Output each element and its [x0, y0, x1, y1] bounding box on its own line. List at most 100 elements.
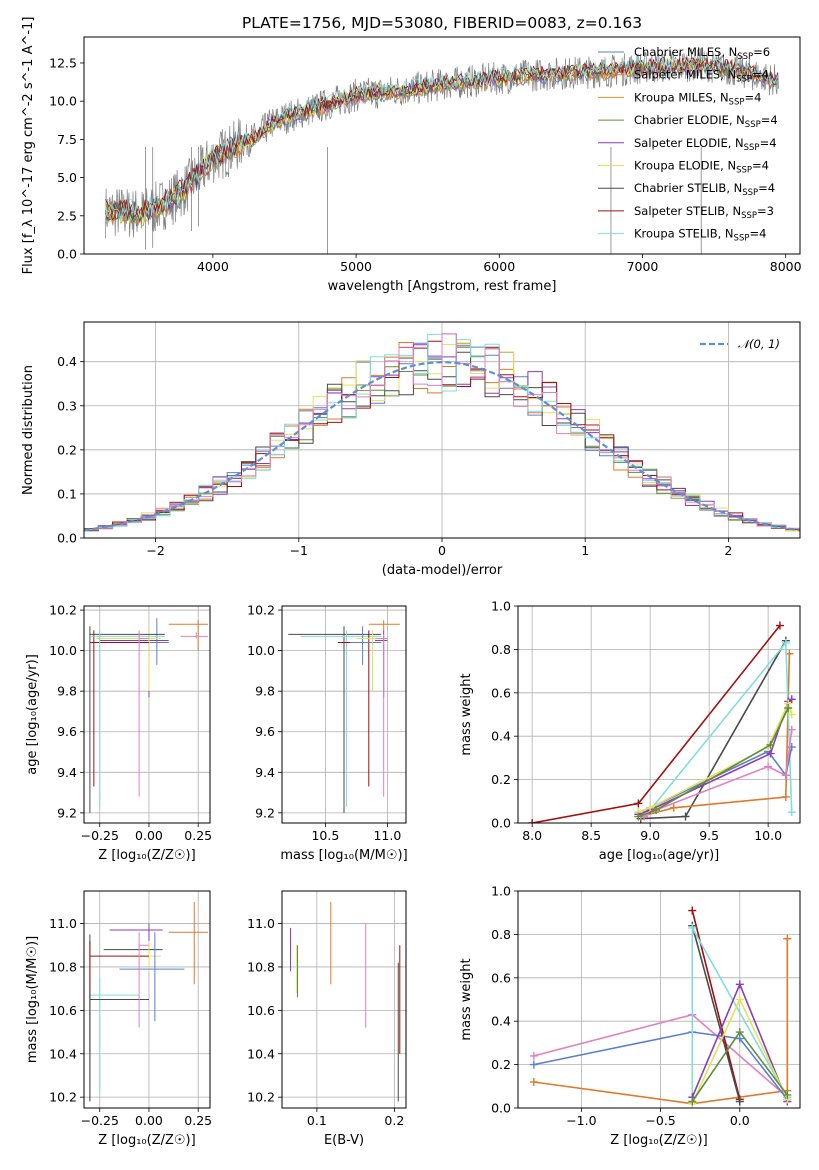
y-tick-label: 10.6	[49, 1003, 77, 1018]
x-axis-label: (data-model)/error	[382, 563, 503, 578]
y-tick-label: 0.3	[57, 398, 77, 413]
weight-lines-area	[528, 621, 796, 823]
x-axis-label: E(B-V)	[324, 1133, 364, 1148]
x-tick-label: 0.0	[730, 1113, 750, 1128]
weight-marker	[783, 1090, 792, 1099]
weight-marker	[775, 621, 784, 630]
histogram-step	[84, 333, 800, 530]
legend-label: Kroupa STELIB, NSSP=4	[634, 227, 766, 244]
x-tick-label: 0.00	[135, 828, 163, 843]
y-tick-label: 10.2	[49, 603, 77, 618]
y-tick-label: 10.4	[49, 1046, 77, 1061]
x-tick-label: 8000	[770, 259, 802, 274]
y-tick-label: 7.5	[57, 132, 77, 147]
y-tick-label: 0.6	[491, 970, 511, 985]
x-axis-label: Z [log₁₀(Z/Z☉)]	[98, 848, 195, 863]
y-tick-label: 0.0	[57, 531, 77, 546]
weight-marker	[681, 812, 690, 821]
x-tick-label: 9.5	[699, 828, 719, 843]
y-tick-label: 9.2	[255, 805, 275, 820]
y-tick-label: 11.0	[247, 916, 275, 931]
errorbar-area	[89, 618, 209, 813]
y-tick-label: 9.8	[255, 684, 275, 699]
weight-marker	[688, 906, 697, 915]
x-tick-label: 2	[724, 543, 732, 558]
x-tick-label: 1	[581, 543, 589, 558]
y-tick-label: 10.2	[247, 1090, 275, 1105]
y-tick-label: 10.8	[247, 959, 275, 974]
x-tick-label: 10.0	[754, 828, 782, 843]
y-tick-label: 0.2	[57, 442, 77, 457]
y-tick-label: 9.8	[57, 684, 77, 699]
weight-marker	[787, 695, 796, 704]
errorbar-area	[290, 901, 401, 1102]
errorbar-area	[89, 901, 209, 1102]
weight-marker	[529, 1060, 538, 1069]
weight-marker	[735, 1097, 744, 1106]
x-tick-label: −2	[146, 543, 164, 558]
mass-vs-metallicity-panel: −0.25 0.00 0.25 10.2 10.4 10.6 10.8 11.0 Z [log₁…	[25, 890, 212, 1148]
y-tick-label: 10.0	[247, 643, 275, 658]
y-tick-label: 0.0	[57, 247, 77, 262]
x-tick-label: −1	[290, 543, 308, 558]
spectrum-plot-area	[105, 48, 779, 254]
x-tick-label: 4000	[197, 259, 229, 274]
weight-marker	[528, 819, 537, 823]
model-spectrum-line	[105, 55, 778, 221]
weight-marker	[764, 762, 773, 771]
mass-vs-extinction-panel: 0.1 0.2 10.2 10.4 10.6 10.8 11.0 E(B-V)	[247, 890, 407, 1148]
legend-label: Chabrier ELODIE, NSSP=4	[634, 113, 778, 130]
legend-label: Salpeter STELIB, NSSP=3	[634, 204, 774, 221]
x-tick-label: 0.25	[184, 1113, 212, 1128]
y-axis-label: Flux [f_λ 10^-17 erg cm^-2 s^-1 A^-1]	[21, 17, 36, 275]
histogram-area	[84, 333, 800, 532]
legend-label: Salpeter MILES, NSSP=4	[634, 68, 769, 85]
y-tick-label: 0.2	[491, 772, 511, 787]
normal-curve	[84, 360, 800, 532]
weight-marker	[688, 923, 697, 932]
y-tick-label: 10.8	[49, 959, 77, 974]
x-tick-label: 5000	[340, 259, 372, 274]
y-tick-label: 0.1	[57, 486, 77, 501]
axes-frame	[517, 890, 801, 1109]
weight-vs-metallicity-panel: −1.0 −0.5 0.0 0.0 0.2 0.4 0.6 0.8 1.0 Z [log₁₀(Z/…	[459, 884, 801, 1148]
x-tick-label: 7000	[627, 259, 659, 274]
y-tick-label: 9.4	[57, 765, 77, 780]
weight-marker	[529, 1077, 538, 1086]
weight-marker	[783, 934, 792, 943]
y-axis-label: age [log₁₀(age/yr)]	[25, 654, 40, 775]
axes-frame	[83, 890, 211, 1109]
x-tick-label: −0.25	[81, 1113, 119, 1128]
weight-marker	[529, 1051, 538, 1060]
figure-title: PLATE=1756, MJD=53080, FIBERID=0083, z=0…	[242, 14, 642, 32]
y-tick-label: 0.0	[491, 1101, 511, 1116]
weight-marker	[787, 710, 796, 719]
x-tick-label: 11.0	[373, 828, 401, 843]
x-tick-label: 0.1	[307, 1113, 327, 1128]
axes-frame	[281, 890, 407, 1109]
y-tick-label: 0.2	[491, 1057, 511, 1072]
x-tick-label: 0.00	[135, 1113, 163, 1128]
weight-marker	[735, 995, 744, 1004]
y-tick-label: 0.6	[491, 685, 511, 700]
weight-marker	[688, 1097, 697, 1106]
y-tick-label: 0.4	[57, 354, 77, 369]
weight-line	[691, 925, 741, 1102]
y-axis-label: mass weight	[459, 673, 474, 755]
y-tick-label: 10.2	[247, 603, 275, 618]
x-axis-label: age [log₁₀(age/yr)]	[599, 848, 720, 863]
spectrum-panel: 4000 5000 6000 7000 8000 0.0 2.5 5.0 7.5 10.0 12.5…	[21, 17, 802, 294]
x-tick-label: 0.2	[384, 1113, 404, 1128]
y-tick-label: 0.4	[491, 729, 511, 744]
x-axis-label: mass [log₁₀(M/M☉)]	[280, 848, 407, 863]
axes-frame	[517, 605, 801, 824]
weight-lines-area	[529, 906, 792, 1108]
y-tick-label: 11.0	[49, 916, 77, 931]
weight-marker	[735, 980, 744, 989]
weight-line	[691, 910, 741, 1100]
y-tick-label: 10.0	[49, 643, 77, 658]
weight-marker	[766, 740, 775, 749]
weight-line	[532, 625, 781, 823]
weight-line	[640, 653, 791, 818]
